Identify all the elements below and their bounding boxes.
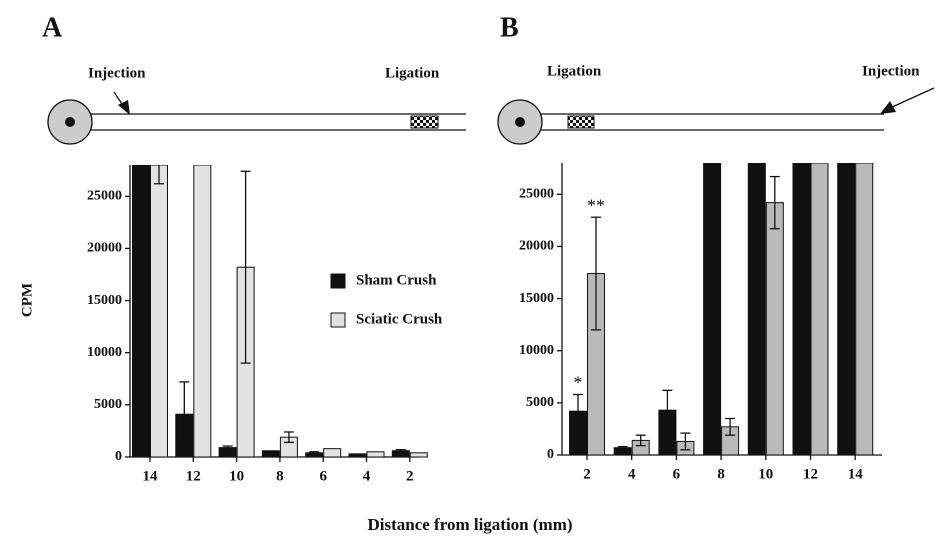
error-bar	[573, 393, 583, 429]
error-bar	[617, 446, 628, 450]
legend-label: Sham Crush	[356, 272, 437, 288]
error-bar	[179, 381, 190, 448]
annotation: Ligation	[547, 63, 602, 79]
bar	[261, 450, 280, 458]
bar	[150, 165, 168, 458]
x-tick-label: 12	[186, 468, 201, 484]
error-bar	[240, 170, 251, 364]
bar	[765, 202, 784, 456]
plot-area	[569, 163, 874, 456]
significance-label: **	[587, 195, 605, 215]
bar	[703, 163, 722, 456]
x-axis-label: Distance from ligation (mm)	[367, 515, 572, 534]
error-bar	[309, 451, 320, 455]
x-tick-label: 12	[803, 466, 818, 482]
y-tick-label: 25000	[519, 187, 554, 202]
bar	[747, 163, 766, 456]
legend-swatch	[330, 273, 346, 289]
panel-label: A	[42, 12, 63, 43]
bar	[837, 163, 856, 456]
y-tick-label: 15000	[519, 291, 554, 306]
bar	[348, 453, 367, 458]
x-tick-label: 2	[583, 466, 591, 482]
y-tick-label: 10000	[87, 345, 122, 360]
error-bar	[662, 389, 673, 431]
bar	[855, 163, 874, 456]
x-tick-label: 8	[276, 468, 284, 484]
y-tick-label: 10000	[519, 343, 554, 358]
y-tick-label: 20000	[519, 239, 554, 254]
bar	[193, 165, 212, 458]
x-tick-label: 14	[143, 468, 159, 484]
legend-swatch	[330, 312, 346, 328]
x-tick-label: 6	[673, 466, 681, 482]
panel-label: B	[500, 12, 519, 43]
x-tick-label: 4	[628, 466, 636, 482]
bar	[792, 163, 811, 456]
y-tick-label: 15000	[87, 293, 122, 308]
x-tick-label: 10	[229, 468, 244, 484]
x-tick-label: 6	[319, 468, 327, 484]
error-bar	[635, 434, 646, 447]
y-tick-label: 20000	[87, 241, 122, 256]
y-axis-label: CPM	[19, 283, 35, 317]
significance-label: *	[574, 373, 583, 393]
annotation: Injection	[862, 63, 920, 79]
error-bar	[725, 417, 736, 436]
error-bar	[154, 165, 164, 185]
nerve-diagram-a	[47, 91, 466, 145]
error-bar	[680, 432, 691, 451]
x-tick-label: 2	[406, 468, 414, 484]
error-bar	[395, 449, 406, 453]
legend-label: Sciatic Crush	[356, 311, 443, 327]
bar	[810, 163, 829, 456]
error-bar	[769, 175, 780, 230]
y-tick-label: 5000	[94, 397, 122, 412]
y-tick-label: 5000	[526, 395, 554, 410]
x-tick-label: 10	[758, 466, 773, 482]
error-bar	[222, 445, 233, 450]
bar	[366, 451, 385, 458]
annotation: Injection	[88, 65, 146, 81]
error-bar	[283, 431, 294, 444]
x-tick-label: 4	[363, 468, 371, 484]
y-tick-label: 0	[547, 447, 554, 462]
annotation: Ligation	[385, 65, 440, 81]
bar	[409, 452, 428, 458]
error-bar	[591, 216, 601, 331]
bar	[132, 165, 150, 458]
nerve-diagram-b	[497, 87, 935, 145]
x-tick-label: 8	[717, 466, 725, 482]
bar	[323, 448, 342, 458]
x-tick-label: 14	[848, 466, 864, 482]
plot-area	[132, 165, 428, 458]
y-tick-label: 25000	[87, 189, 122, 204]
y-tick-label: 0	[115, 449, 122, 464]
